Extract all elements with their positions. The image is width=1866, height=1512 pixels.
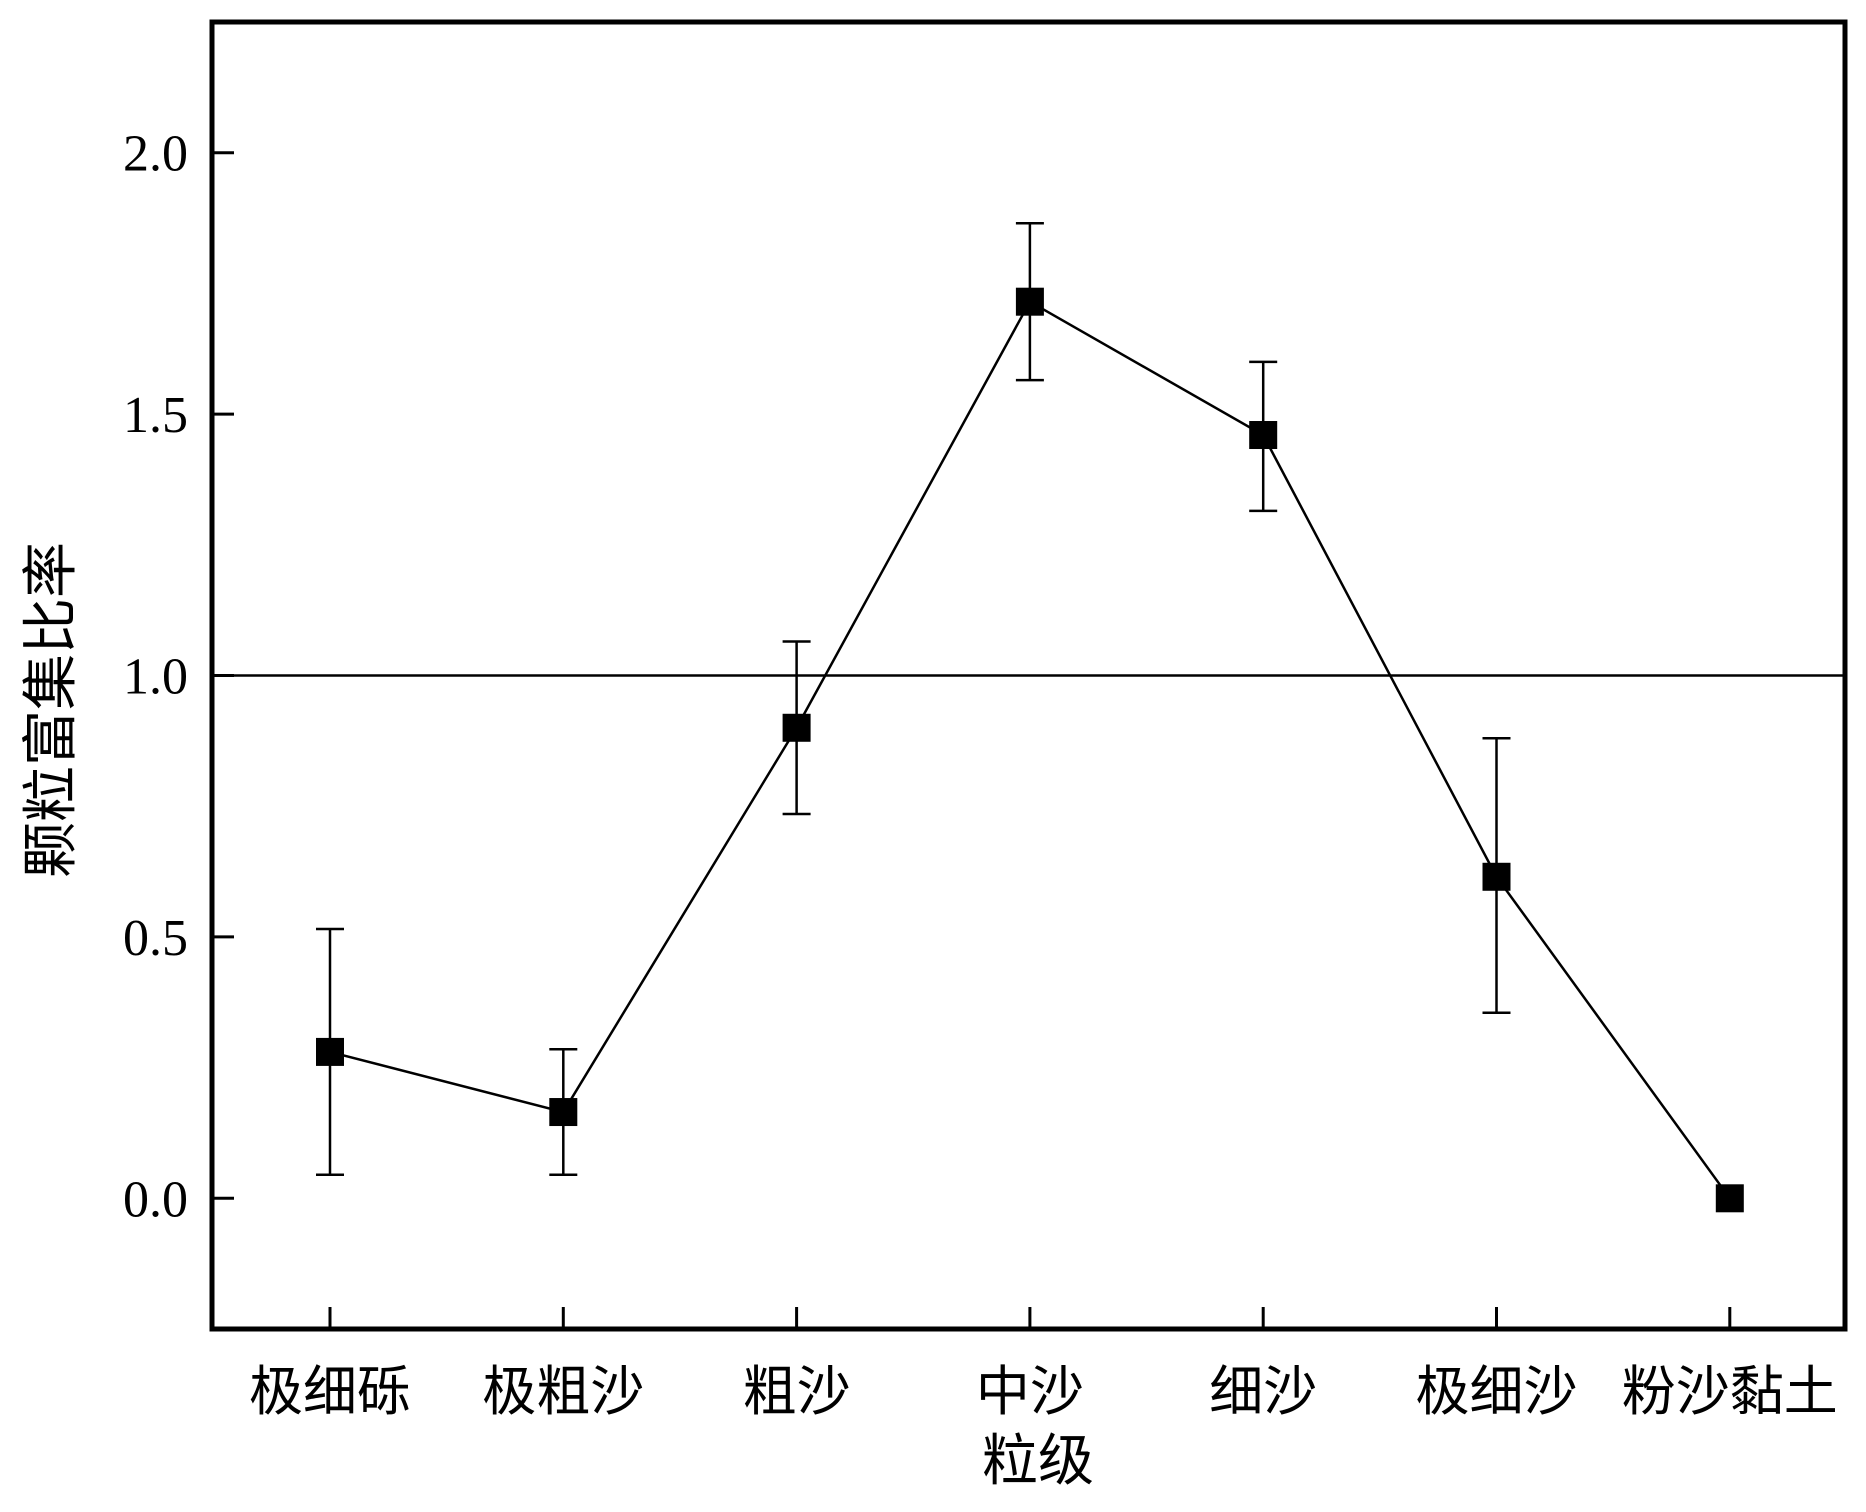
x-category-label: 极细砾 — [249, 1360, 411, 1423]
data-point-marker — [1715, 1184, 1744, 1213]
data-point-marker — [782, 713, 811, 742]
y-tick-label: 1.0 — [123, 649, 188, 706]
x-category-label: 极细沙 — [1416, 1360, 1578, 1423]
data-point-marker — [549, 1098, 578, 1127]
x-category-label: 中沙 — [976, 1360, 1084, 1423]
x-category-label: 极粗沙 — [482, 1360, 644, 1423]
x-category-label: 粗沙 — [743, 1360, 851, 1423]
y-axis-title: 颗粒富集比率 — [19, 542, 84, 878]
x-category-label: 细沙 — [1209, 1360, 1317, 1423]
data-point-marker — [316, 1037, 344, 1066]
data-point-marker — [1249, 421, 1278, 450]
x-category-label: 粉沙黏土 — [1622, 1360, 1838, 1423]
data-point-marker — [1015, 287, 1044, 316]
x-axis-title: 粒级 — [982, 1429, 1094, 1494]
y-tick-label: 0.5 — [123, 910, 188, 967]
y-tick-label: 1.5 — [123, 387, 188, 444]
series-line — [329, 299, 1731, 1200]
data-point-marker — [1482, 862, 1511, 891]
y-tick-label: 2.0 — [123, 126, 188, 183]
y-tick-label: 0.0 — [123, 1171, 188, 1228]
